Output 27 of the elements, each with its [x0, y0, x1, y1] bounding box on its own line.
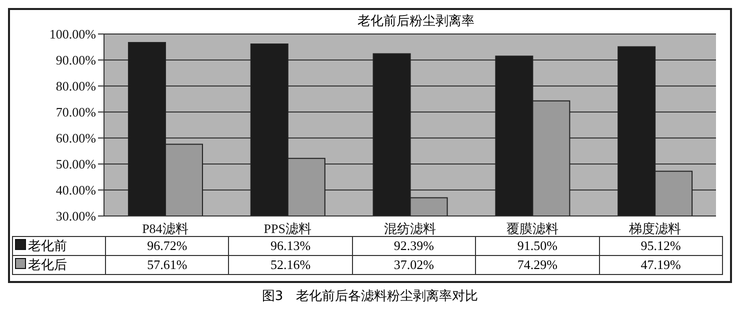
data-label: 91.50%: [476, 236, 600, 256]
y-tick-label: 60.00%: [56, 130, 96, 146]
y-tick-label: 100.00%: [49, 26, 96, 42]
y-tick-label: 80.00%: [56, 78, 96, 94]
data-label: 96.72%: [106, 236, 229, 256]
y-tick-label: 90.00%: [56, 52, 96, 68]
x-tick-label: 覆膜滤料: [506, 221, 558, 236]
y-tick-label: 40.00%: [56, 182, 96, 198]
x-tick-label: 梯度滤料: [628, 221, 681, 236]
y-tick-label: 30.00%: [56, 208, 96, 224]
data-label: 52.16%: [228, 256, 352, 274]
data-label: 47.19%: [599, 256, 722, 274]
data-label: 57.61%: [106, 256, 229, 274]
data-label: 95.12%: [599, 236, 722, 256]
x-tick-label: 混纺滤料: [384, 221, 436, 236]
x-tick-label: P84滤料: [142, 221, 188, 236]
data-label: 92.39%: [352, 236, 476, 256]
legend-label: 老化后: [12, 256, 106, 274]
caption: 图3 老化前后各滤料粉尘剥离率对比: [260, 288, 480, 305]
legend-label: 老化前: [12, 236, 106, 256]
chart-title: 老化前后粉尘剥离率: [358, 13, 474, 28]
data-label: 37.02%: [352, 256, 476, 274]
data-label: 96.13%: [228, 236, 352, 256]
x-tick-label: PPS滤料: [264, 221, 312, 236]
data-label: 74.29%: [476, 256, 600, 274]
y-tick-label: 50.00%: [56, 156, 96, 172]
y-tick-label: 70.00%: [56, 104, 96, 120]
